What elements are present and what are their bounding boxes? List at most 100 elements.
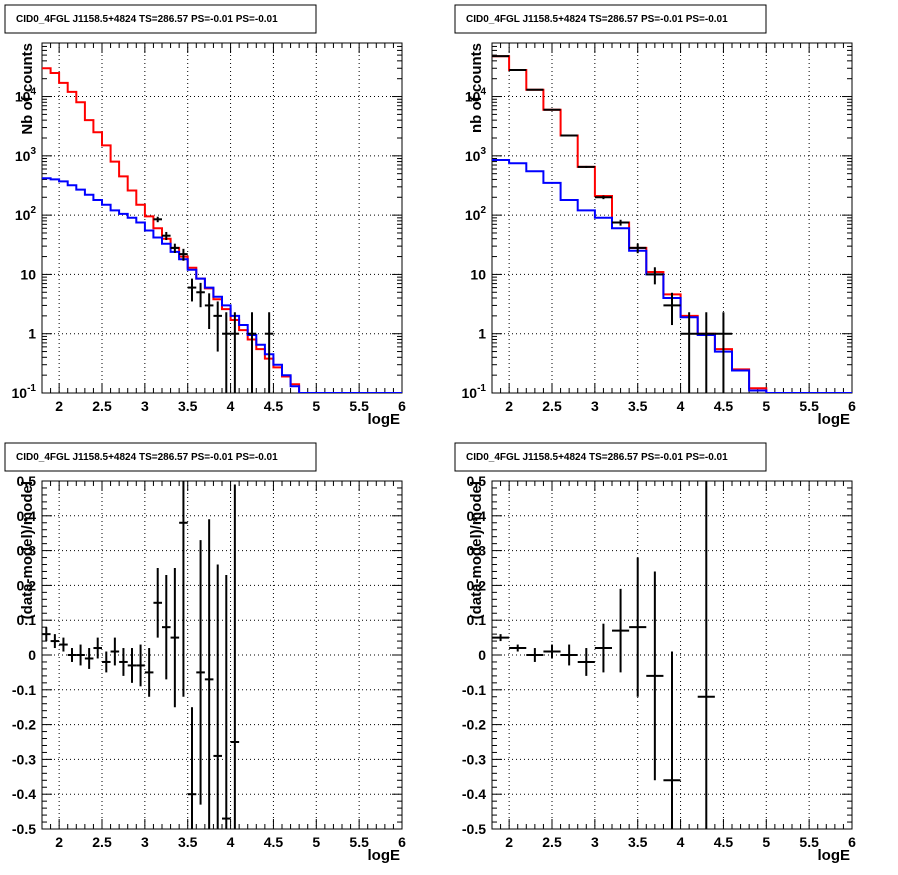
x-axis-label: logE: [818, 847, 851, 864]
y-tick-label: 0.4: [17, 508, 37, 524]
x-axis-ticks: [491, 43, 853, 393]
data-point: [179, 248, 188, 261]
y-axis-ticks: [42, 480, 402, 830]
x-tick-label: 3: [591, 398, 599, 414]
residual-point: [84, 648, 94, 669]
residual-point: [127, 648, 137, 683]
residual-point: [187, 707, 197, 829]
data-point: [213, 301, 222, 352]
y-tick-label: 0.5: [17, 473, 37, 489]
y-tick-label: -0.4: [12, 786, 36, 802]
chart-title: CID0_4FGL J1158.5+4824 TS=286.57 PS=-0.0…: [16, 14, 278, 25]
residual-point: [144, 648, 154, 697]
data-point: [646, 267, 664, 285]
residual-point: [59, 637, 68, 652]
residual-point: [153, 568, 162, 638]
x-tick-label: 3.5: [178, 398, 198, 414]
data-point: [594, 195, 612, 200]
data-point: [560, 134, 578, 137]
residual-point: [162, 574, 171, 680]
y-axis-label: (data-model)/model: [19, 481, 36, 619]
y-tick-label: 1: [28, 326, 36, 342]
x-tick-label: 2: [505, 834, 513, 850]
grid: [492, 43, 852, 393]
y-tick-label: 0.1: [467, 612, 487, 628]
y-tick-label: 102: [15, 205, 37, 223]
data-point: [663, 292, 681, 326]
y-tick-label: 104: [465, 87, 487, 105]
chart-title-box: [454, 442, 767, 472]
y-tick-label: 104: [15, 87, 37, 105]
y-tick-label: 103: [465, 146, 487, 164]
x-axis-ticks: [491, 481, 853, 829]
residual-point: [577, 648, 595, 676]
residual-point: [170, 568, 180, 708]
data-point: [196, 282, 205, 308]
plot-area: [42, 43, 402, 393]
y-tick-label: -0.4: [462, 786, 486, 802]
y-tick-label: -0.3: [12, 751, 36, 767]
residual-point: [663, 651, 681, 829]
y-axis-ticks: [492, 42, 852, 394]
residual-point: [119, 648, 128, 676]
data-point: [204, 293, 214, 330]
x-tick-label: 3.5: [628, 834, 648, 850]
residual-point: [646, 571, 664, 781]
y-axis-ticks: [42, 42, 402, 394]
x-tick-label: 3: [141, 834, 149, 850]
y-tick-label: -0.1: [462, 682, 486, 698]
residual-point: [110, 637, 120, 666]
x-tick-label: 5: [312, 834, 320, 850]
x-tick-label: 6: [398, 834, 406, 850]
x-tick-label: 2.5: [542, 398, 562, 414]
x-tick-label: 5: [762, 398, 770, 414]
residual-point: [42, 627, 51, 642]
y-tick-label: 0.5: [467, 473, 487, 489]
x-tick-label: 4.5: [264, 398, 284, 414]
chart-panel-1: 2 2.5 3 3.5 4 4.5 5 5.5 6 10-1 1 10 102 103 104 logE Nb …: [4, 4, 406, 428]
y-tick-label: -0.2: [462, 717, 486, 733]
x-tick-label: 3: [591, 834, 599, 850]
x-tick-label: 6: [848, 398, 856, 414]
y-tick-label: 0: [28, 647, 36, 663]
data-point: [612, 219, 630, 226]
x-tick-label: 5.5: [349, 398, 369, 414]
y-tick-label: -0.3: [462, 751, 486, 767]
series-model-component: [42, 177, 402, 393]
residual-point: [93, 637, 102, 659]
data-point: [162, 231, 171, 241]
x-tick-label: 6: [848, 834, 856, 850]
y-tick-label: 0: [478, 647, 486, 663]
x-tick-label: 2.5: [92, 398, 112, 414]
x-tick-label: 4.5: [714, 834, 734, 850]
y-tick-label: -0.2: [12, 717, 36, 733]
residual-point: [697, 481, 715, 829]
data-point: [170, 243, 180, 253]
y-tick-label: 0.3: [467, 543, 487, 559]
y-axis-ticks: [492, 480, 852, 830]
y-axis-label: (data-model)/model: [468, 481, 485, 619]
y-tick-label: 10-1: [462, 383, 487, 401]
x-tick-label: 2: [55, 398, 63, 414]
data-point: [629, 243, 647, 254]
grid: [492, 481, 852, 829]
residual-point: [492, 634, 510, 642]
x-tick-label: 5: [312, 398, 320, 414]
y-axis-label: nb of counts: [468, 43, 485, 133]
y-tick-label: 10-1: [12, 383, 37, 401]
y-tick-label: 102: [465, 205, 487, 223]
chart-title: CID0_4FGL J1158.5+4824 TS=286.57 PS=-0.0…: [466, 14, 728, 25]
x-tick-label: 4: [677, 398, 685, 414]
y-tick-label: 0.1: [17, 612, 37, 628]
x-tick-label: 3.5: [178, 834, 198, 850]
y-tick-label: 0.4: [467, 508, 487, 524]
data-point: [543, 108, 561, 111]
x-tick-label: 4: [677, 834, 685, 850]
data-point: [264, 312, 274, 393]
data-point: [230, 312, 240, 393]
data-point: [577, 165, 595, 168]
data-layer: [492, 481, 715, 829]
chart-title: CID0_4FGL J1158.5+4824 TS=286.57 PS=-0.0…: [16, 452, 278, 463]
x-tick-label: 5.5: [349, 834, 369, 850]
